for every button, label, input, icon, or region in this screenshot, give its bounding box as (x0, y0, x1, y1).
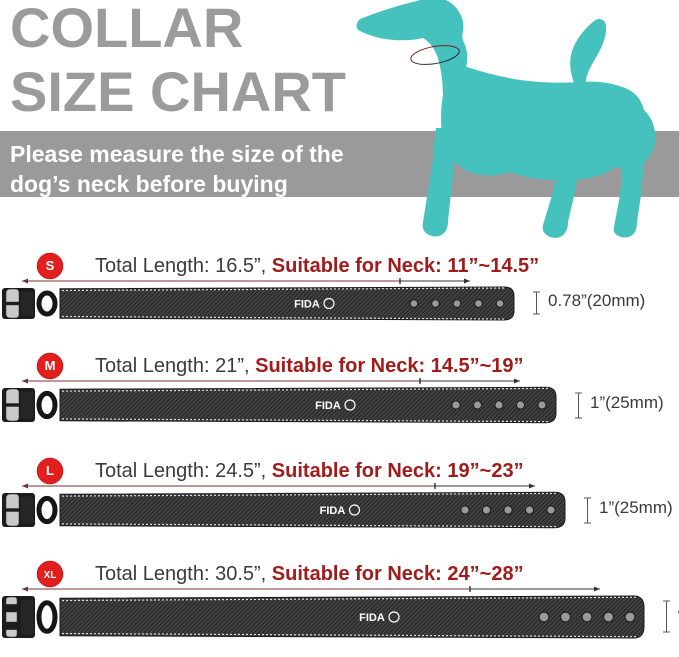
svg-text:FIDA: FIDA (320, 505, 346, 517)
svg-text:M: M (45, 358, 56, 373)
svg-text:S: S (46, 258, 55, 273)
svg-text:FIDA: FIDA (315, 400, 341, 412)
svg-text:FIDA: FIDA (359, 612, 385, 624)
svg-text:FIDA: FIDA (294, 298, 320, 310)
svg-text:L: L (46, 463, 54, 478)
svg-text:XL: XL (44, 570, 57, 581)
